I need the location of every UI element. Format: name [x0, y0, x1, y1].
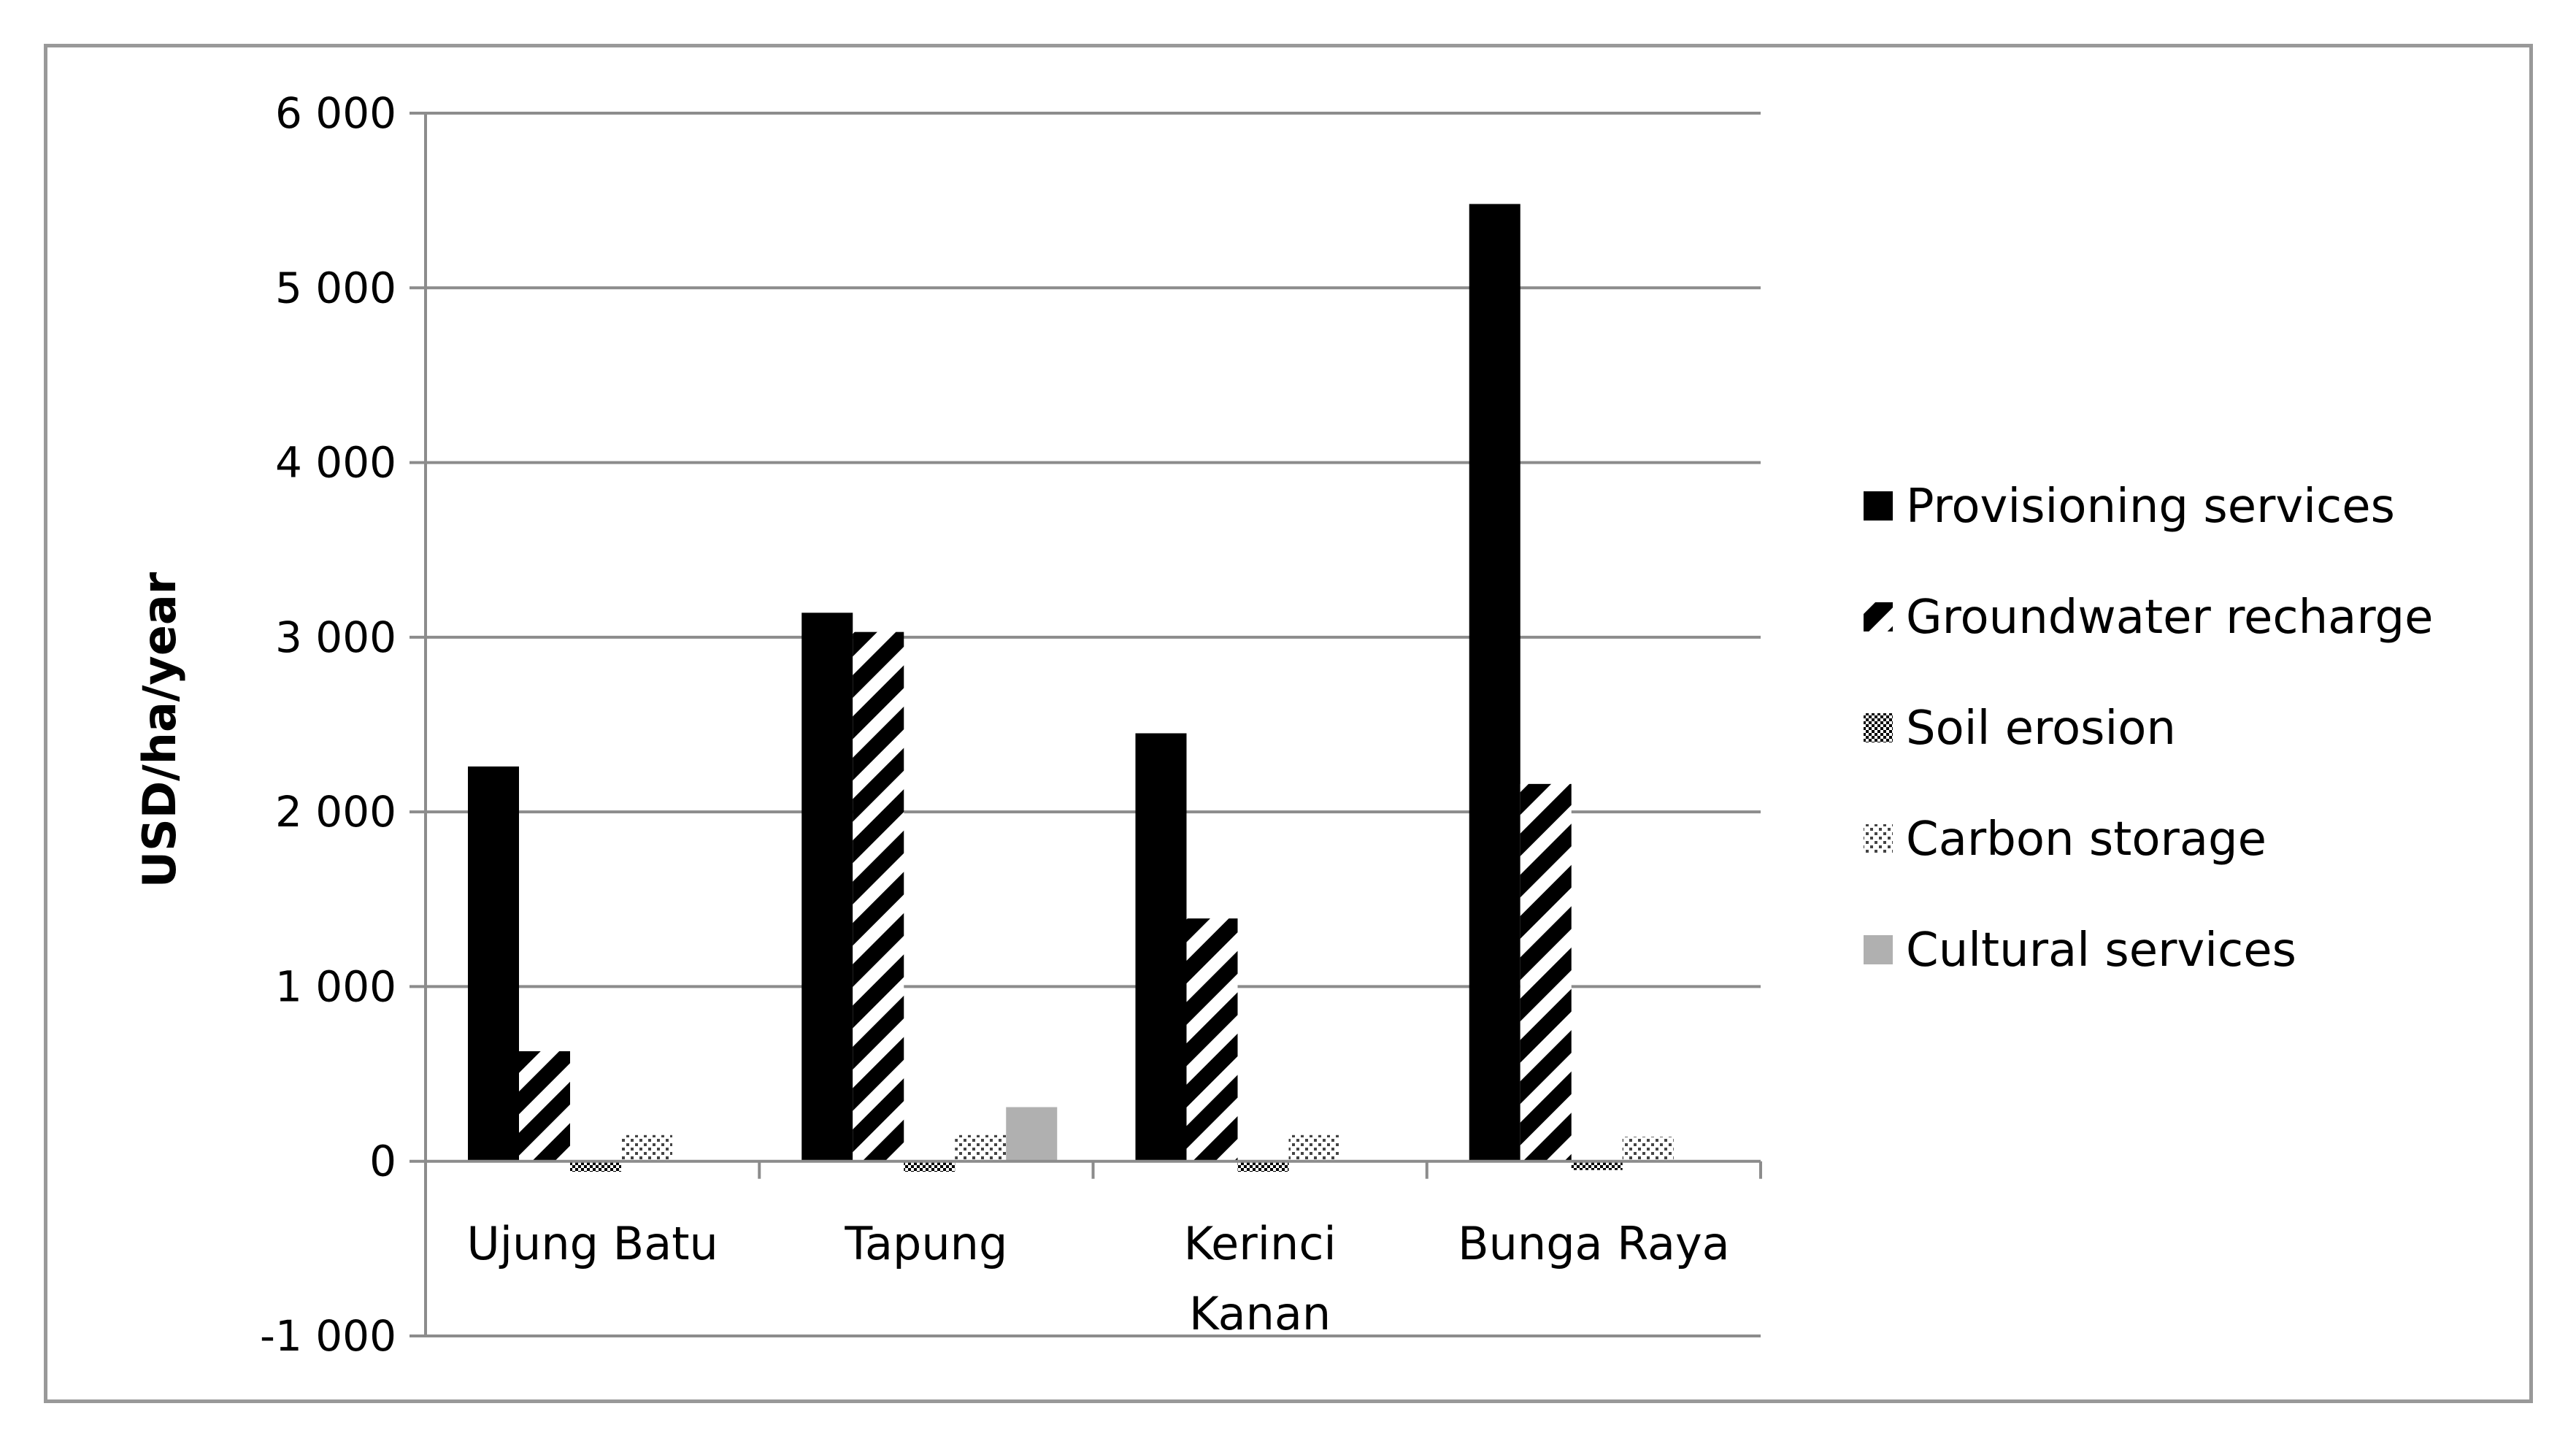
bars — [468, 204, 1674, 1172]
bar — [621, 1134, 672, 1161]
bar — [801, 612, 853, 1161]
legend-swatch — [1864, 602, 1893, 631]
bar — [519, 1051, 570, 1161]
bar — [853, 631, 904, 1161]
bar — [1135, 733, 1187, 1161]
bar — [1237, 1161, 1289, 1172]
x-category-label: Kanan — [1189, 1287, 1331, 1340]
legend-label: Provisioning services — [1906, 480, 2395, 534]
bar — [1288, 1134, 1340, 1161]
legend-swatch — [1864, 713, 1893, 742]
y-tick-label: 2 000 — [275, 787, 396, 837]
legend-label: Groundwater recharge — [1906, 591, 2434, 645]
bar — [1571, 1161, 1623, 1170]
x-category-label: Bunga Raya — [1458, 1217, 1730, 1270]
chart-frame — [44, 44, 2533, 1403]
x-category-label: Ujung Batu — [466, 1217, 718, 1270]
y-axis-title: USD/ha/year — [133, 572, 186, 888]
bar — [570, 1161, 621, 1172]
y-tick-label: 1 000 — [275, 961, 396, 1011]
y-tick-label: 0 — [369, 1137, 396, 1186]
legend-label: Soil erosion — [1906, 702, 2176, 756]
legend-swatch — [1864, 935, 1893, 964]
y-tick-label: 6 000 — [275, 88, 396, 138]
y-tick-label: 4 000 — [275, 438, 396, 488]
axes — [410, 112, 1762, 1337]
legend: Provisioning services Groundwater recharg… — [1864, 480, 2434, 978]
bar — [955, 1134, 1007, 1161]
bar — [468, 766, 519, 1161]
bar — [904, 1161, 956, 1172]
x-category-label: Tapung — [844, 1217, 1007, 1270]
legend-label: Carbon storage — [1906, 813, 2267, 867]
legend-swatch — [1864, 824, 1893, 853]
bar — [1469, 204, 1520, 1161]
legend-swatch — [1864, 491, 1893, 521]
y-tick-label: 3 000 — [275, 612, 396, 662]
bar — [1186, 918, 1238, 1161]
bar — [1520, 783, 1572, 1161]
bar — [1622, 1137, 1674, 1161]
y-tick-label: 5 000 — [275, 263, 396, 312]
axis-labels: -1 000 0 1 000 2 000 3 000 4 000 5 000 6 000 Uju… — [260, 88, 1730, 1361]
x-category-label: Kerinci — [1184, 1217, 1337, 1270]
bar — [1006, 1107, 1058, 1161]
y-tick-label: -1 000 — [260, 1311, 396, 1361]
legend-label: Cultural services — [1906, 923, 2296, 978]
